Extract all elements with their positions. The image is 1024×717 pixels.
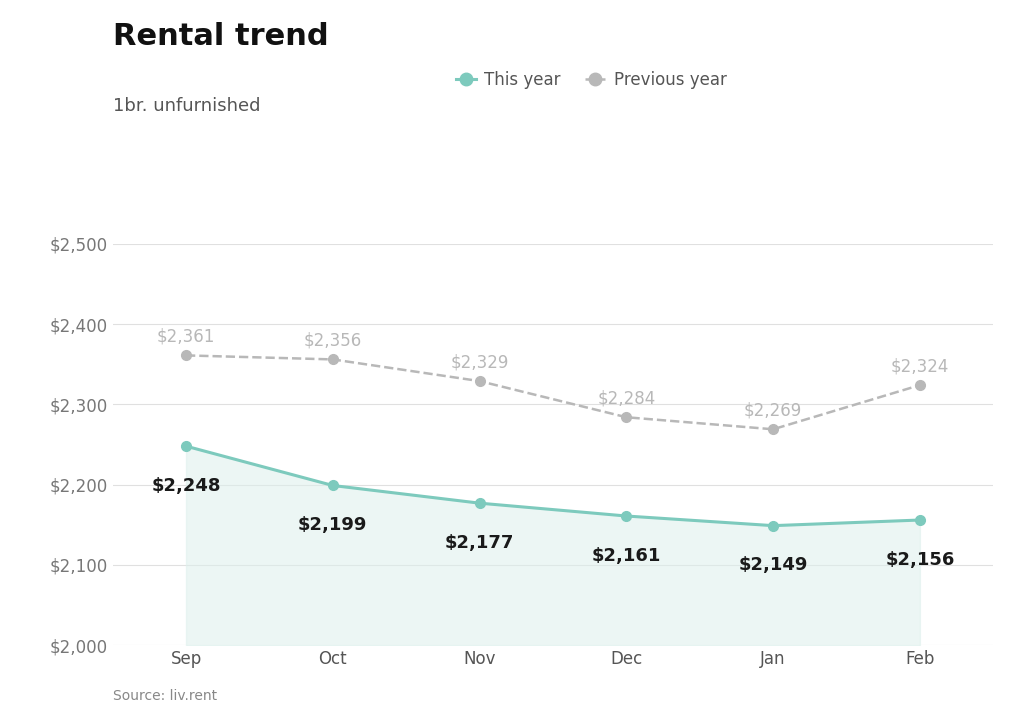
Text: 1br. unfurnished: 1br. unfurnished [113, 97, 260, 115]
Text: Rental trend: Rental trend [113, 22, 329, 50]
Text: $2,284: $2,284 [597, 389, 655, 407]
Text: $2,361: $2,361 [157, 328, 215, 346]
Text: $2,324: $2,324 [891, 357, 949, 376]
Text: $2,149: $2,149 [738, 556, 808, 574]
Text: $2,199: $2,199 [298, 516, 368, 534]
Legend: This year, Previous year: This year, Previous year [456, 71, 727, 89]
Text: $2,177: $2,177 [444, 533, 514, 551]
Text: $2,161: $2,161 [592, 546, 662, 564]
Text: $2,329: $2,329 [451, 353, 509, 371]
Text: $2,269: $2,269 [744, 402, 802, 419]
Text: $2,156: $2,156 [885, 551, 954, 569]
Text: Source: liv.rent: Source: liv.rent [113, 688, 217, 703]
Text: $2,248: $2,248 [152, 477, 221, 495]
Text: $2,356: $2,356 [304, 332, 361, 350]
